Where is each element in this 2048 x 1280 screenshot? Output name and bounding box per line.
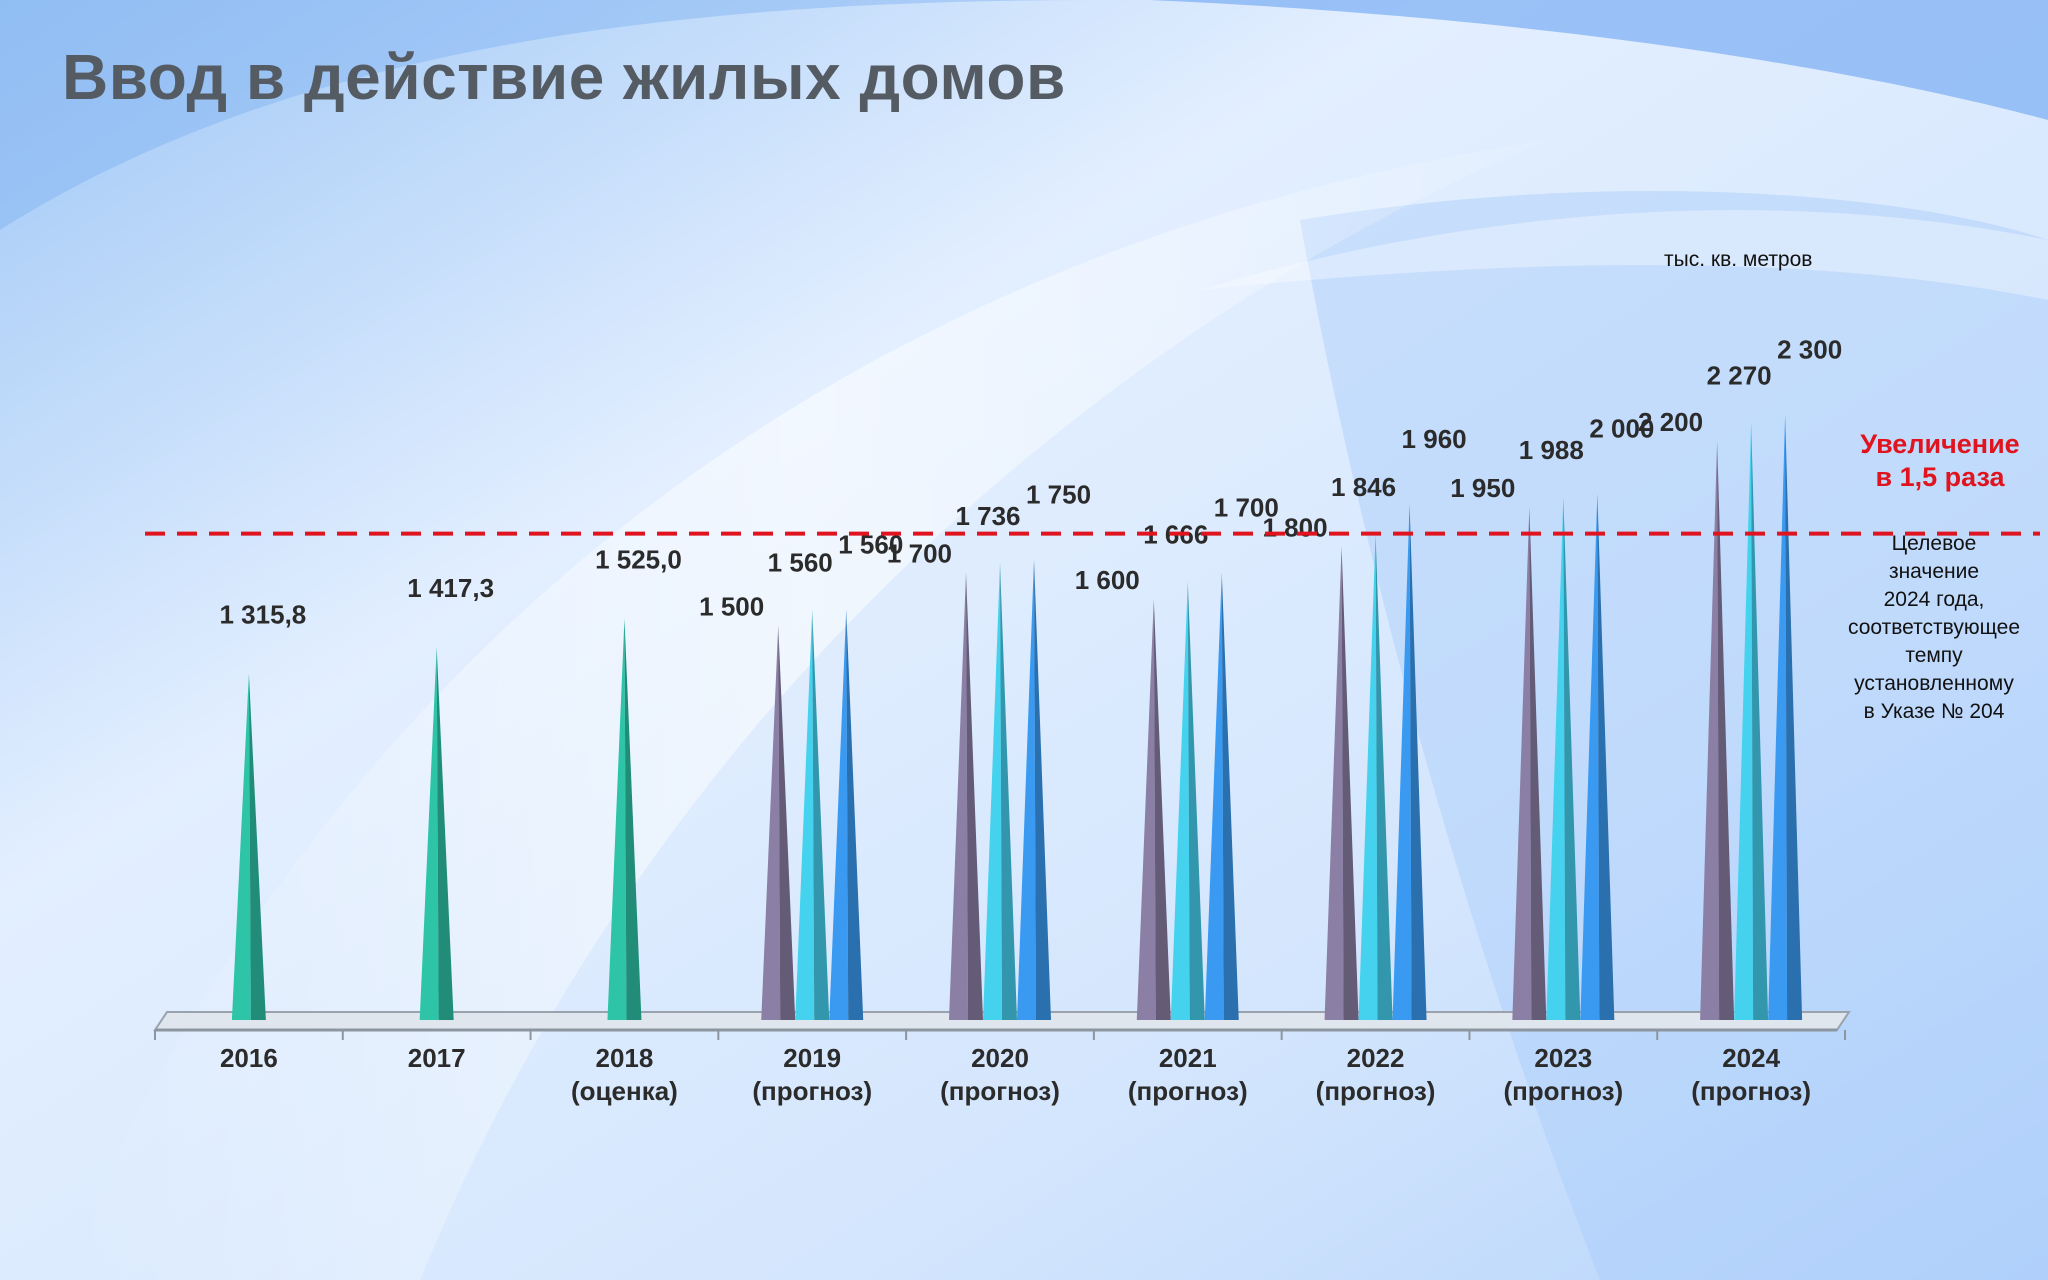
cone-bar-shade — [1187, 581, 1205, 1020]
cone-bar-shade — [1000, 563, 1017, 1020]
cone-bar-shade — [966, 572, 983, 1020]
data-label: 2 000 — [1589, 414, 1654, 444]
x-tick-label: 2019 — [783, 1043, 841, 1073]
data-label: 2 270 — [1707, 361, 1772, 391]
data-label: 1 700 — [887, 539, 952, 569]
cone-bar — [1546, 496, 1566, 1020]
target-note-line: темпу — [1905, 644, 1963, 667]
cone-bar — [1204, 572, 1224, 1020]
cone-bar — [1580, 493, 1600, 1020]
cone-bar — [983, 563, 1002, 1020]
cone-bar-shade — [1563, 496, 1581, 1020]
increase-callout: Увеличение в 1,5 раза — [1840, 428, 2040, 494]
cone-bar — [949, 572, 968, 1020]
cone-bar-shade — [248, 673, 266, 1020]
cone-bar-shade — [1409, 504, 1427, 1020]
cone-bar-shade — [1034, 559, 1051, 1020]
cone-bar-shade — [846, 609, 864, 1020]
x-tick-sublabel: (прогноз) — [940, 1076, 1060, 1106]
x-tick-label: 2023 — [1534, 1043, 1592, 1073]
cone-bar-shade — [1153, 598, 1171, 1020]
cone-bar — [1392, 504, 1412, 1020]
data-label: 1 950 — [1450, 473, 1515, 503]
cone-bar — [1512, 506, 1532, 1020]
data-label: 1 736 — [955, 501, 1020, 531]
page-title: Ввод в действие жилых домов — [62, 41, 1066, 113]
data-label: 1 988 — [1519, 435, 1584, 465]
cone-bar — [761, 625, 781, 1020]
increase-callout-line2: в 1,5 раза — [1875, 462, 2005, 492]
target-note-line: 2024 года, — [1883, 588, 1985, 611]
x-tick-label: 2021 — [1159, 1043, 1217, 1073]
cone-bar — [829, 609, 849, 1020]
data-label: 1 560 — [768, 547, 833, 577]
data-label: 1 500 — [699, 591, 764, 621]
cone-bar — [1734, 422, 1754, 1020]
cone-bar — [1700, 441, 1720, 1021]
cone-bar-shade — [1221, 572, 1239, 1020]
x-tick-label: 2022 — [1347, 1043, 1405, 1073]
data-label: 1 315,8 — [220, 600, 307, 630]
x-tick-label: 2016 — [220, 1043, 278, 1073]
x-tick-sublabel: (прогноз) — [1128, 1076, 1248, 1106]
cone-bar — [795, 609, 815, 1020]
data-label: 1 800 — [1262, 512, 1327, 542]
cone-bar-shade — [1375, 534, 1393, 1020]
cone-bar-shade — [778, 625, 796, 1020]
data-label: 1 600 — [1075, 565, 1140, 595]
data-label: 1 525,0 — [595, 545, 682, 575]
target-note-line: в Указе № 204 — [1863, 700, 2005, 723]
data-label: 1 846 — [1331, 472, 1396, 502]
x-tick-sublabel: (прогноз) — [1316, 1076, 1436, 1106]
cone-bar-shade — [812, 609, 830, 1020]
cone-bar-shade — [1341, 546, 1359, 1020]
cone-bar — [1768, 414, 1788, 1021]
data-label: 1 700 — [1214, 493, 1279, 523]
data-label: 1 750 — [1026, 479, 1091, 509]
cone-bar — [231, 673, 251, 1020]
cone-bar-shade — [436, 647, 454, 1020]
x-tick-label: 2020 — [971, 1043, 1029, 1073]
x-tick-sublabel: (прогноз) — [1503, 1076, 1623, 1106]
cone-bar-shade — [1529, 506, 1547, 1020]
target-note-line: соответствующее — [1848, 616, 2020, 639]
data-label: 2 300 — [1777, 335, 1842, 365]
cone-bar — [1170, 581, 1190, 1020]
x-tick-label: 2024 — [1722, 1043, 1780, 1073]
x-tick-sublabel: (прогноз) — [752, 1076, 872, 1106]
cone-bar — [1324, 546, 1344, 1020]
target-note: Целевое значение 2024 года, соответствую… — [1830, 530, 2038, 726]
target-note-line: установленному — [1854, 672, 2014, 695]
target-note-line: значение — [1888, 560, 1980, 583]
target-note-line: Целевое — [1891, 532, 1977, 555]
data-label: 2 200 — [1638, 407, 1703, 437]
cone-bar — [1136, 598, 1156, 1020]
cone-bar-shade — [1751, 422, 1769, 1020]
cone-bar — [419, 647, 439, 1020]
x-tick-label: 2018 — [596, 1043, 654, 1073]
x-tick-sublabel: (оценка) — [571, 1076, 678, 1106]
cone-bar — [607, 618, 627, 1020]
cone-bar-shade — [624, 618, 642, 1020]
units-label: тыс. кв. метров — [1664, 248, 1813, 271]
data-label: 1 960 — [1402, 424, 1467, 454]
cone-bar — [1358, 534, 1378, 1020]
x-tick-label: 2017 — [408, 1043, 466, 1073]
cone-bar-shade — [1785, 414, 1803, 1021]
x-tick-sublabel: (прогноз) — [1691, 1076, 1811, 1106]
cone-bar-shade — [1597, 493, 1615, 1020]
cone-bar — [1017, 559, 1036, 1020]
increase-callout-line1: Увеличение — [1860, 429, 2020, 459]
cone-bar-shade — [1717, 441, 1735, 1021]
data-label: 1 417,3 — [407, 573, 494, 603]
